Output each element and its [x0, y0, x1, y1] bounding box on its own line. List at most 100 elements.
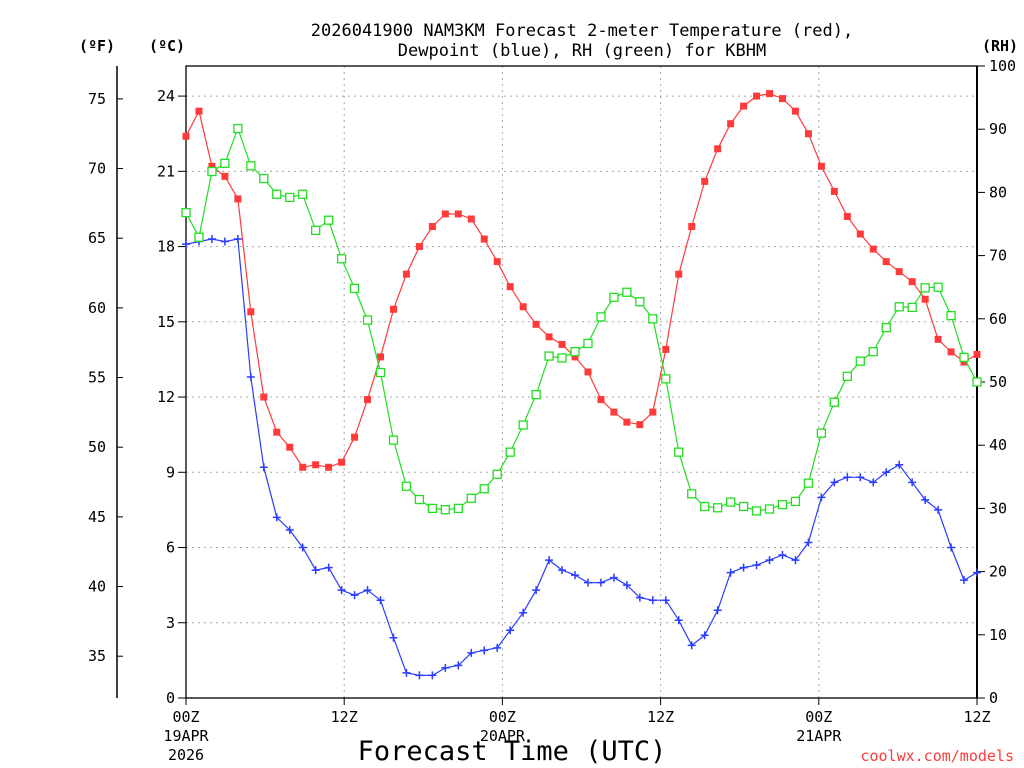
rh-point: [401, 481, 412, 491]
2-meter-temperature-point: [817, 162, 825, 170]
rh-point: [194, 232, 204, 242]
dewpoint-point: [363, 586, 372, 595]
dewpoint-point: [609, 573, 618, 582]
dewpoint-point: [648, 596, 657, 605]
2-meter-temperature-point: [571, 353, 579, 361]
x-tick-label: 12Z: [331, 708, 358, 726]
rh-point: [220, 158, 230, 168]
rh-point: [557, 353, 567, 363]
rh-tick-label: 70: [989, 247, 1007, 265]
celsius-tick-label: 21: [157, 162, 175, 180]
x-tick-label: 00Z: [805, 708, 832, 726]
2-meter-temperature-point: [506, 283, 514, 291]
fahrenheit-tick-label: 75: [88, 90, 106, 108]
dewpoint-point: [571, 571, 580, 580]
2-meter-temperature-point: [623, 418, 631, 426]
2-meter-temperature-point: [675, 270, 683, 278]
rh-point: [687, 489, 697, 499]
fahrenheit-tick-label: 60: [88, 299, 106, 317]
rh-tick-label: 0: [989, 689, 998, 707]
2-meter-temperature-point: [921, 295, 929, 303]
dewpoint-point: [635, 593, 644, 602]
2-meter-temperature-point: [804, 130, 812, 138]
dewpoint-point: [285, 525, 294, 534]
rh-tick-label: 100: [989, 57, 1016, 75]
rh-point: [674, 447, 684, 457]
rh-point: [855, 356, 865, 366]
dewpoint-point: [402, 668, 411, 677]
dewpoint-point: [791, 556, 800, 565]
celsius-tick-label: 24: [157, 87, 175, 105]
axes: 0 3 6 9 12 15 18 21 24 35 40 45 50 55 60 65 70 75 0 10 20 30 4…: [88, 57, 1016, 764]
dewpoint-point: [687, 641, 696, 650]
2-meter-temperature-point: [895, 268, 903, 276]
rh-point: [207, 166, 217, 177]
dewpoint-point: [869, 478, 878, 487]
rh-point: [894, 302, 904, 312]
x-axis-label: Forecast Time (UTC): [358, 736, 667, 767]
rh-point: [375, 367, 386, 378]
2-meter-temperature-point: [714, 145, 722, 153]
2-meter-temperature-point: [480, 235, 488, 243]
rh-point: [414, 494, 425, 505]
2-meter-temperature-point: [467, 215, 475, 223]
rh-point: [946, 310, 956, 321]
dewpoint-point: [674, 616, 683, 625]
rh-point: [362, 315, 373, 325]
2-meter-temperature-point: [415, 243, 423, 251]
fahrenheit-tick-label: 45: [88, 508, 106, 526]
2-meter-temperature-point: [843, 212, 851, 220]
dewpoint-point: [558, 566, 567, 575]
dewpoint-point: [389, 633, 398, 642]
dewpoint-point: [856, 473, 865, 482]
rh-point: [920, 283, 930, 293]
x-tick-label: 00Z: [172, 708, 199, 726]
dewpoint-point: [843, 473, 852, 482]
rh-point: [803, 478, 814, 488]
dewpoint-point: [778, 551, 787, 560]
2-meter-temperature-point: [662, 345, 670, 353]
rh-point: [972, 377, 982, 387]
rh-point: [764, 504, 775, 514]
2-meter-temperature-point: [338, 458, 346, 466]
2-meter-temperature-point: [493, 258, 501, 266]
dewpoint-point: [454, 661, 463, 670]
dewpoint-point: [233, 235, 242, 244]
rh-point: [700, 501, 710, 512]
dewpoint-point: [376, 596, 385, 605]
fahrenheit-tick-label: 35: [88, 647, 106, 665]
rh-point: [751, 506, 762, 516]
rh-point: [596, 312, 606, 322]
rh-point: [933, 282, 943, 292]
dewpoint-point: [337, 586, 346, 595]
rh-unit-label: (RH): [982, 37, 1018, 55]
dewpoint-point: [532, 586, 541, 595]
rh-point: [622, 287, 632, 297]
2-meter-temperature-point: [740, 102, 748, 110]
rh-point: [440, 505, 450, 515]
fahrenheit-tick-label: 70: [88, 160, 106, 178]
x-tick-year: 2026: [168, 746, 204, 764]
2-meter-temperature-point: [778, 95, 786, 103]
rh-point: [661, 374, 671, 384]
2-meter-temperature-point: [882, 258, 890, 266]
dewpoint-point: [596, 578, 605, 587]
dewpoint-point: [960, 576, 969, 585]
2-meter-temperature-point: [519, 303, 527, 311]
dewpoint-point: [934, 505, 943, 514]
dewpoint-point: [480, 646, 489, 655]
dewpoint-point: [324, 563, 333, 572]
rh-point: [311, 225, 321, 235]
dewpoint-point: [298, 543, 307, 552]
rh-tick-label: 60: [989, 310, 1007, 328]
rh-point: [635, 297, 645, 307]
dewpoint-point: [817, 493, 826, 502]
dewpoint-point: [220, 237, 229, 246]
dewpoint-point: [921, 495, 930, 504]
rh-line: [185, 126, 978, 512]
dewpoint-point: [713, 606, 722, 615]
rh-point: [453, 503, 463, 514]
chart-title-line2: Dewpoint (blue), RH (green) for KBHM: [398, 41, 766, 61]
fahrenheit-tick-label: 40: [88, 578, 106, 596]
